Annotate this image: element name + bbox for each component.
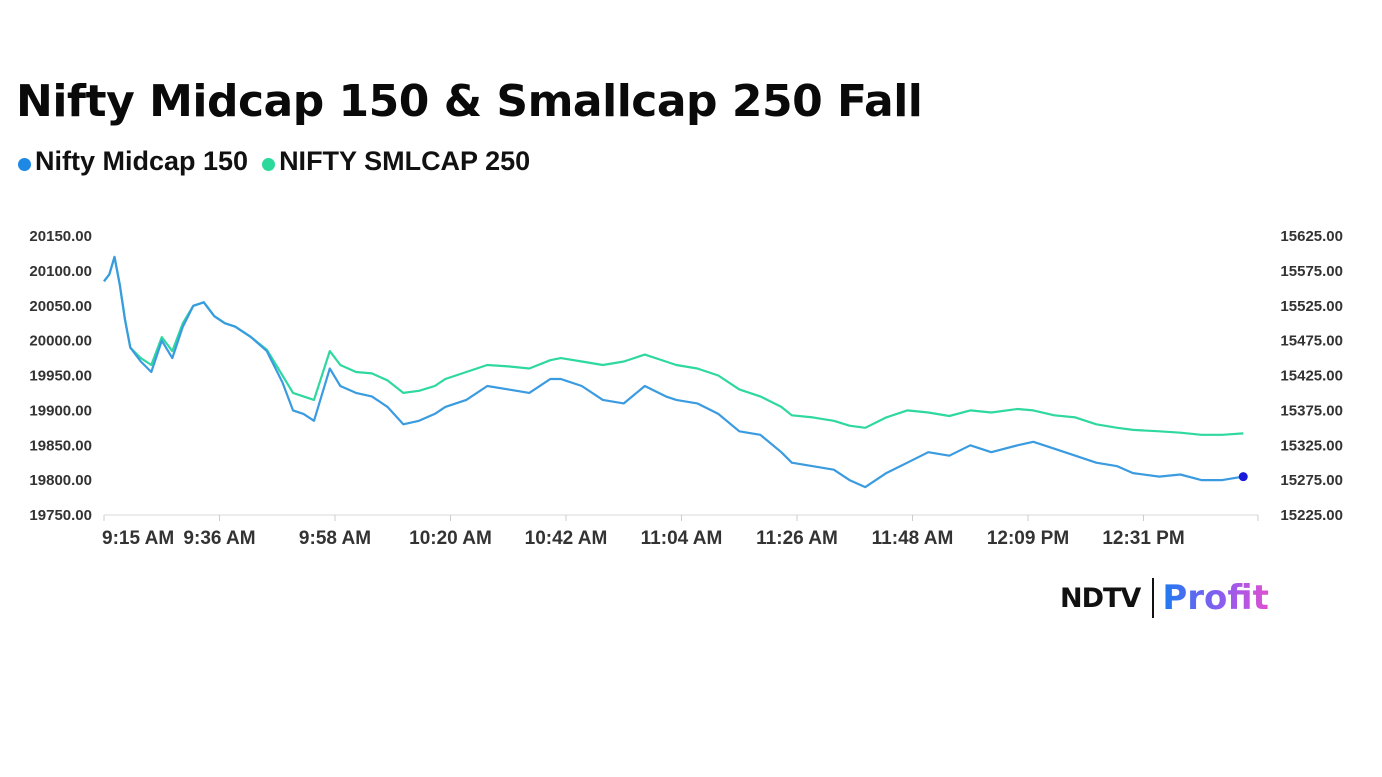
ndtv-logo-text: NDTV xyxy=(1060,582,1141,614)
y-right-tick-label: 15425.00 xyxy=(1280,368,1343,385)
legend-item-midcap[interactable]: Nifty Midcap 150 xyxy=(18,146,248,177)
legend: Nifty Midcap 150 NIFTY SMLCAP 250 xyxy=(18,146,530,177)
ndtv-profit-logo: NDTV Profit xyxy=(1060,578,1269,618)
legend-item-smallcap[interactable]: NIFTY SMLCAP 250 xyxy=(262,146,530,177)
y-right-tick-label: 15475.00 xyxy=(1280,333,1343,350)
y-left-tick-label: 20100.00 xyxy=(29,263,92,280)
y-left-tick-label: 19800.00 xyxy=(29,472,92,489)
y-right-tick-label: 15325.00 xyxy=(1280,437,1343,454)
y-left-tick-label: 19950.00 xyxy=(29,368,92,385)
x-tick-label: 9:58 AM xyxy=(299,528,371,549)
legend-label: NIFTY SMLCAP 250 xyxy=(279,146,531,176)
y-left-tick-label: 20000.00 xyxy=(29,333,92,350)
legend-label: Nifty Midcap 150 xyxy=(35,146,249,176)
y-right-tick-label: 15575.00 xyxy=(1280,263,1343,280)
x-tick-label: 9:15 AM xyxy=(102,528,174,549)
profit-logo-text: Profit xyxy=(1162,578,1269,618)
y-right-tick-label: 15225.00 xyxy=(1280,507,1343,524)
series-end-marker xyxy=(1238,472,1248,482)
x-tick-label: 9:36 AM xyxy=(183,528,255,549)
x-tick-label: 10:20 AM xyxy=(409,528,492,549)
logo-divider xyxy=(1152,578,1155,618)
x-tick-label: 11:26 AM xyxy=(756,528,838,549)
y-left-tick-label: 19850.00 xyxy=(29,437,92,454)
x-tick-label: 12:31 PM xyxy=(1102,528,1184,549)
y-right-tick-label: 15525.00 xyxy=(1280,298,1343,315)
x-tick-label: 11:04 AM xyxy=(641,528,723,549)
series-line-smallcap xyxy=(103,255,1244,436)
series-line-midcap xyxy=(103,255,1244,489)
y-right-tick-label: 15375.00 xyxy=(1280,402,1343,419)
legend-marker-icon xyxy=(262,158,276,171)
x-tick-label: 10:42 AM xyxy=(525,528,608,549)
legend-marker-icon xyxy=(18,158,31,171)
y-right-tick-label: 15275.00 xyxy=(1280,472,1343,489)
y-left-tick-label: 20050.00 xyxy=(29,298,92,315)
y-left-tick-label: 19900.00 xyxy=(29,402,92,419)
x-tick-label: 12:09 PM xyxy=(987,528,1069,549)
line-chart: 20150.00 20100.00 20050.00 20000.00 19950.00… xyxy=(29,228,1343,549)
y-left-tick-label: 19750.00 xyxy=(29,507,92,524)
y-left-tick-label: 20150.00 xyxy=(29,228,92,245)
x-tick-label: 11:48 AM xyxy=(872,528,954,549)
y-right-tick-label: 15625.00 xyxy=(1280,228,1343,245)
chart-title: Nifty Midcap 150 & Smallcap 250 Fall xyxy=(16,76,923,127)
